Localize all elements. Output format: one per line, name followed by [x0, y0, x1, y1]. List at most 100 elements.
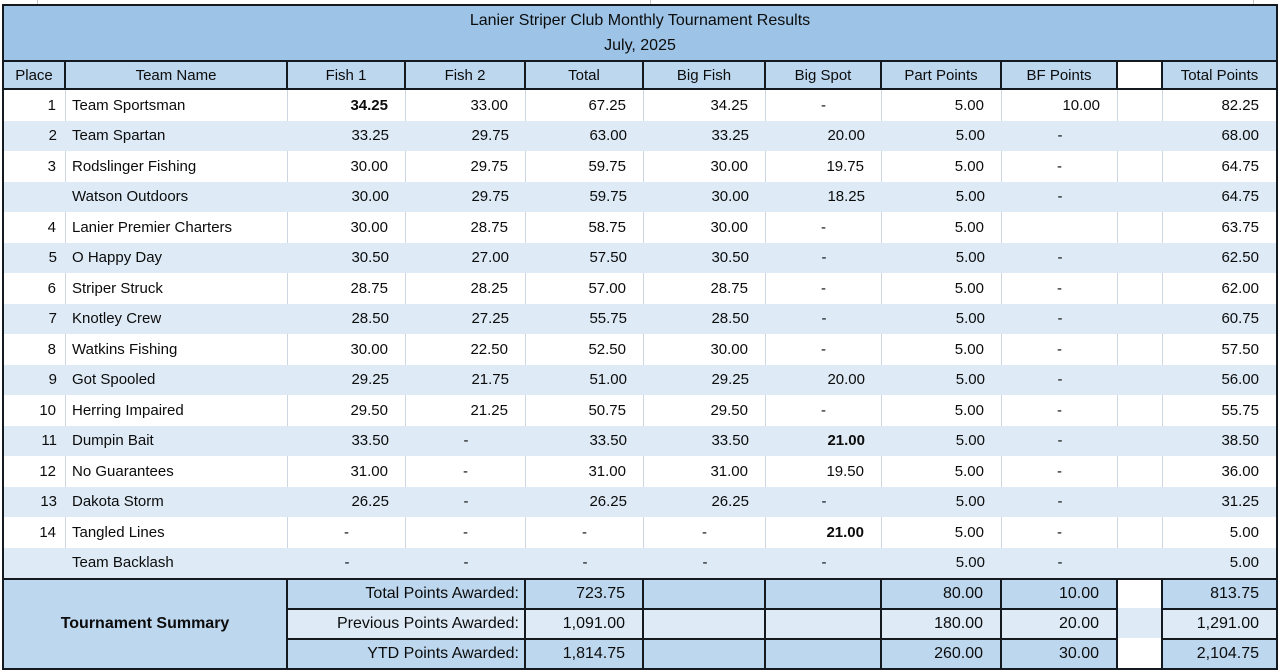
cell-spacer[interactable]	[1118, 334, 1163, 365]
cell-place[interactable]: 5	[4, 242, 66, 273]
cell-bf-points[interactable]	[1002, 212, 1118, 243]
summary-total-points-cell[interactable]: 1,291.00	[1163, 608, 1276, 638]
header-cell-fish1[interactable]: Fish 1	[288, 62, 406, 90]
summary-bigspot-empty-cell[interactable]	[766, 608, 882, 638]
cell-team[interactable]: Team Spartan	[66, 120, 288, 151]
summary-spacer-cell[interactable]	[1118, 638, 1163, 668]
header-cell-part-points[interactable]: Part Points	[882, 62, 1002, 90]
cell-fish1[interactable]: 30.00	[288, 334, 406, 365]
cell-part-points[interactable]: 5.00	[882, 303, 1002, 334]
summary-bigspot-empty-cell[interactable]	[766, 638, 882, 668]
cell-fish2[interactable]: -	[406, 456, 526, 487]
cell-spacer[interactable]	[1118, 395, 1163, 426]
cell-total[interactable]: 67.25	[526, 90, 644, 121]
summary-bigfish-empty-cell[interactable]	[644, 578, 766, 608]
cell-total-points[interactable]: 64.75	[1163, 151, 1276, 182]
cell-bf-points[interactable]: -	[1002, 425, 1118, 456]
cell-place[interactable]: 11	[4, 425, 66, 456]
cell-spacer[interactable]	[1118, 425, 1163, 456]
summary-bf-points-cell[interactable]: 30.00	[1002, 638, 1118, 668]
summary-spacer-cell[interactable]	[1118, 608, 1163, 638]
cell-fish2[interactable]: -	[406, 486, 526, 517]
cell-big-fish[interactable]: 28.75	[644, 273, 766, 304]
cell-total-points[interactable]: 82.25	[1163, 90, 1276, 121]
cell-spacer[interactable]	[1118, 90, 1163, 121]
cell-fish1[interactable]: 34.25	[288, 90, 406, 121]
cell-spacer[interactable]	[1118, 547, 1163, 578]
header-cell-fish2[interactable]: Fish 2	[406, 62, 526, 90]
cell-big-spot[interactable]: -	[766, 334, 882, 365]
cell-spacer[interactable]	[1118, 151, 1163, 182]
cell-total-points[interactable]: 55.75	[1163, 395, 1276, 426]
cell-total[interactable]: 59.75	[526, 151, 644, 182]
cell-spacer[interactable]	[1118, 486, 1163, 517]
cell-fish1[interactable]: 30.00	[288, 212, 406, 243]
cell-team[interactable]: Team Sportsman	[66, 90, 288, 121]
cell-part-points[interactable]: 5.00	[882, 425, 1002, 456]
cell-fish2[interactable]: -	[406, 425, 526, 456]
cell-fish1[interactable]: -	[288, 517, 406, 548]
cell-place[interactable]: 12	[4, 456, 66, 487]
cell-bf-points[interactable]: -	[1002, 303, 1118, 334]
cell-total-points[interactable]: 5.00	[1163, 547, 1276, 578]
cell-total[interactable]: 63.00	[526, 120, 644, 151]
cell-fish2[interactable]: 27.00	[406, 242, 526, 273]
cell-place[interactable]: 13	[4, 486, 66, 517]
cell-total-points[interactable]: 64.75	[1163, 181, 1276, 212]
cell-big-fish[interactable]: 30.00	[644, 181, 766, 212]
header-cell-place[interactable]: Place	[4, 62, 66, 90]
summary-bigfish-empty-cell[interactable]	[644, 638, 766, 668]
cell-fish2[interactable]: -	[406, 517, 526, 548]
cell-total-points[interactable]: 57.50	[1163, 334, 1276, 365]
cell-big-fish[interactable]: 26.25	[644, 486, 766, 517]
cell-total-points[interactable]: 62.50	[1163, 242, 1276, 273]
cell-big-spot[interactable]: -	[766, 273, 882, 304]
cell-total[interactable]: 57.00	[526, 273, 644, 304]
cell-spacer[interactable]	[1118, 364, 1163, 395]
cell-bf-points[interactable]: -	[1002, 456, 1118, 487]
cell-team[interactable]: Watson Outdoors	[66, 181, 288, 212]
cell-bf-points[interactable]: -	[1002, 242, 1118, 273]
cell-part-points[interactable]: 5.00	[882, 364, 1002, 395]
cell-fish2[interactable]: 21.75	[406, 364, 526, 395]
cell-total[interactable]: -	[526, 547, 644, 578]
cell-big-spot[interactable]: -	[766, 395, 882, 426]
cell-total[interactable]: 57.50	[526, 242, 644, 273]
cell-spacer[interactable]	[1118, 242, 1163, 273]
cell-team[interactable]: Knotley Crew	[66, 303, 288, 334]
summary-total-cell[interactable]: 1,814.75	[526, 638, 644, 668]
cell-fish2[interactable]: 29.75	[406, 151, 526, 182]
cell-bf-points[interactable]: -	[1002, 364, 1118, 395]
cell-part-points[interactable]: 5.00	[882, 181, 1002, 212]
cell-big-fish[interactable]: -	[644, 547, 766, 578]
cell-big-spot[interactable]: 20.00	[766, 364, 882, 395]
cell-fish2[interactable]: 33.00	[406, 90, 526, 121]
summary-part-points-cell[interactable]: 180.00	[882, 608, 1002, 638]
cell-part-points[interactable]: 5.00	[882, 395, 1002, 426]
cell-total[interactable]: -	[526, 517, 644, 548]
cell-team[interactable]: No Guarantees	[66, 456, 288, 487]
cell-total[interactable]: 52.50	[526, 334, 644, 365]
cell-team[interactable]: Watkins Fishing	[66, 334, 288, 365]
cell-fish2[interactable]: 22.50	[406, 334, 526, 365]
cell-fish1[interactable]: 31.00	[288, 456, 406, 487]
cell-fish1[interactable]: 30.00	[288, 151, 406, 182]
cell-total[interactable]: 51.00	[526, 364, 644, 395]
cell-place[interactable]: 6	[4, 273, 66, 304]
cell-total-points[interactable]: 36.00	[1163, 456, 1276, 487]
cell-total-points[interactable]: 60.75	[1163, 303, 1276, 334]
cell-team[interactable]: Rodslinger Fishing	[66, 151, 288, 182]
cell-team[interactable]: Striper Struck	[66, 273, 288, 304]
cell-big-fish[interactable]: 30.00	[644, 212, 766, 243]
summary-label-cell[interactable]: Total Points Awarded:	[288, 578, 526, 608]
cell-fish1[interactable]: -	[288, 547, 406, 578]
cell-bf-points[interactable]: -	[1002, 334, 1118, 365]
header-cell-big-spot[interactable]: Big Spot	[766, 62, 882, 90]
cell-total[interactable]: 55.75	[526, 303, 644, 334]
cell-fish2[interactable]: 28.25	[406, 273, 526, 304]
cell-total-points[interactable]: 31.25	[1163, 486, 1276, 517]
cell-big-spot[interactable]: -	[766, 212, 882, 243]
cell-bf-points[interactable]: -	[1002, 395, 1118, 426]
cell-spacer[interactable]	[1118, 181, 1163, 212]
cell-team[interactable]: Got Spooled	[66, 364, 288, 395]
